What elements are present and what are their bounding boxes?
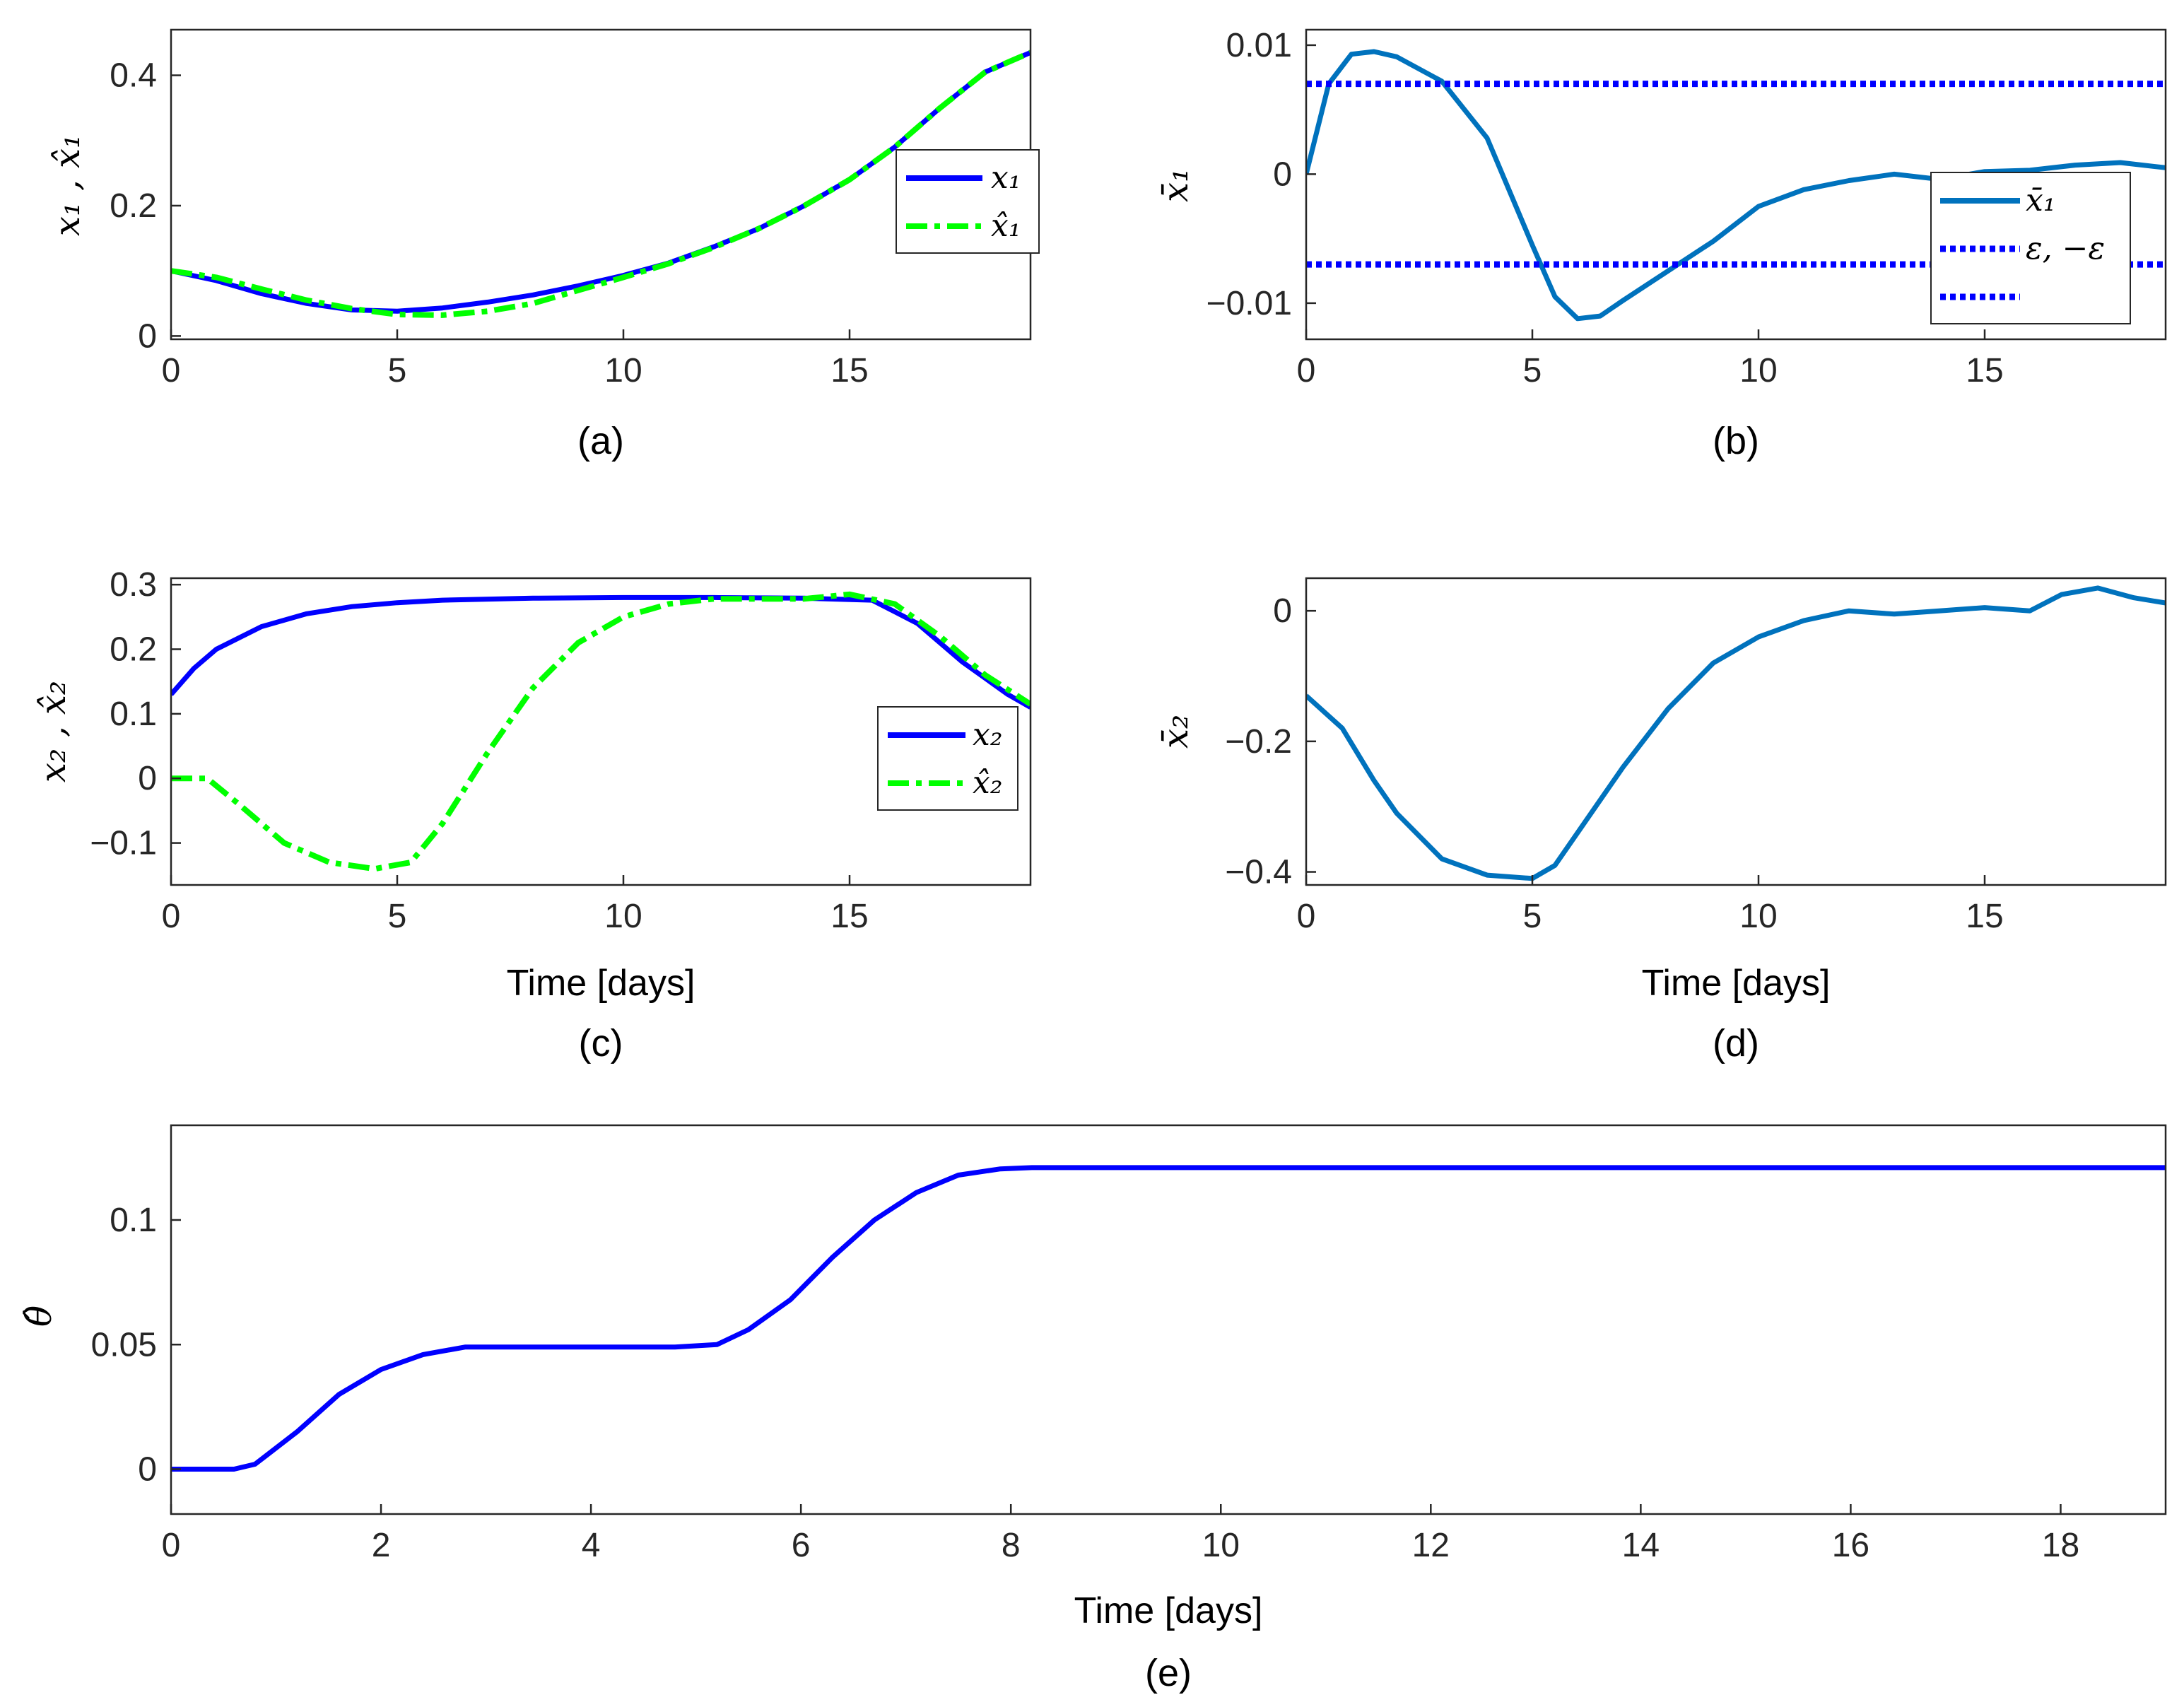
panel-b-xtick-label: 5 <box>1523 352 1542 389</box>
panel-b-xtick-label: 15 <box>1966 352 2003 389</box>
panel-c-ytick-label: 0 <box>138 760 157 797</box>
panel-b-ytick-label: 0 <box>1273 156 1292 193</box>
panel-c-xtick-label: 10 <box>604 898 642 935</box>
panel-c-ytick-label: −0.1 <box>90 825 157 862</box>
panel-d-ytick-label: −0.4 <box>1225 854 1292 891</box>
panel-b-ylabel: x̄₁ <box>1155 168 1196 202</box>
panel-a-ylabel: x₁ , x̂₁ <box>47 134 88 236</box>
panel-e-xtick-label: 10 <box>1202 1527 1240 1564</box>
panel-a-ticks: 0 5 10 15 0 0.2 0.4 <box>110 57 868 389</box>
panel-a-ytick-label: 0.4 <box>110 57 157 95</box>
panel-c-series-1-line <box>171 591 1031 872</box>
panel-e-xtick-label: 12 <box>1412 1527 1450 1564</box>
panel-d-ytick-label: −0.2 <box>1225 723 1292 761</box>
panel-e-ytick-label: 0.05 <box>91 1326 157 1363</box>
panel-e-plot-area <box>171 1165 2166 1472</box>
panel-a-legend-label-x1: x₁ <box>991 160 1021 196</box>
panel-c-legend: x₂ x̂₂ <box>877 706 1018 811</box>
panel-e-xtick-label: 14 <box>1622 1527 1660 1564</box>
panel-b-ticks: 0 5 10 150.010−0.01 <box>1207 27 2004 389</box>
panel-d-plot-area <box>1306 585 2166 881</box>
panel-a-series-1-line <box>171 49 1031 318</box>
panel-c-ytick-label: 0.2 <box>110 631 157 669</box>
panel-a-ytick-label: 0 <box>138 317 157 355</box>
panel-b-legend: x̄₁ ε, −ε <box>1930 172 2131 324</box>
panel-d: 0 5 10 15 0 −0.2 −0.4 x̄₂ Time [days] (d) <box>1155 577 2167 1064</box>
panel-e-series-0-line <box>171 1165 2166 1472</box>
panel-d-xtick-label: 5 <box>1523 898 1542 935</box>
panel-e-ylabel: θ̂ <box>18 1306 59 1327</box>
panel-d-xtick-label: 0 <box>1297 898 1316 935</box>
panel-c-legend-label-x2hat: x̂₂ <box>973 765 1002 801</box>
panel-b-axes-box <box>1305 28 2167 341</box>
panel-e-xlabel: Time [days] <box>1074 1590 1263 1631</box>
panel-c-axes-box <box>170 577 1032 886</box>
panel-a-caption: (a) <box>577 420 624 462</box>
panel-d-ylabel: x̄₂ <box>1155 715 1196 749</box>
panel-d-ticks: 0 5 10 15 0 −0.2 −0.4 <box>1225 592 2003 935</box>
panel-d-xtick-label: 10 <box>1739 898 1777 935</box>
panel-a-legend-label-x1hat: x̂₁ <box>991 208 1021 244</box>
panel-d-ytick-label: 0 <box>1273 592 1292 630</box>
panel-b-xtick-label: 0 <box>1297 352 1316 389</box>
panel-e-xtick-label: 6 <box>792 1527 811 1564</box>
panel-e-xtick-label: 8 <box>1002 1527 1021 1564</box>
panel-a-xtick-label: 15 <box>830 352 868 389</box>
panel-e-xtick-label: 0 <box>162 1527 181 1564</box>
panel-c-ticks: 0 5 10 150.30.20.10−0.1 <box>90 566 868 935</box>
panel-b-caption: (b) <box>1713 420 1759 462</box>
panel-e-xtick-label: 2 <box>372 1527 391 1564</box>
panel-b-ytick-label: −0.01 <box>1207 285 1292 322</box>
panel-a-legend-box <box>896 149 1040 254</box>
panel-c-ytick-label: 0.1 <box>110 696 157 733</box>
panel-d-caption: (d) <box>1713 1022 1759 1064</box>
panel-e: 0 2 4 6 8 10 12 14 16 18 0 0.05 0.1 θ̂ Time [days] (… <box>18 1124 2167 1694</box>
panel-e-ytick-label: 0.1 <box>110 1202 157 1239</box>
panel-b-ytick-label: 0.01 <box>1226 27 1292 64</box>
panel-d-xlabel: Time [days] <box>1642 963 1831 1004</box>
panel-c-series-0-line <box>171 594 1031 710</box>
panel-a-xtick-label: 0 <box>162 352 181 389</box>
panel-c-xtick-label: 5 <box>388 898 407 935</box>
panel-d-series-0-line <box>1306 585 2166 881</box>
panel-e-axes-box <box>170 1124 2167 1515</box>
panel-c: 0 5 10 150.30.20.10−0.1 x₂ , x̂₂ Time [days… <box>33 566 1032 1064</box>
panel-d-axes-box <box>1305 577 2167 886</box>
panel-a-ytick-label: 0.2 <box>110 187 157 225</box>
panel-b: 0 5 10 150.010−0.01 x̄₁ (b) x̄₁ ε, −ε <box>1155 27 2167 462</box>
panel-c-xtick-label: 0 <box>162 898 181 935</box>
panel-e-ytick-label: 0 <box>138 1451 157 1489</box>
panel-b-legend-label-eps: ε, −ε <box>2026 230 2105 266</box>
panel-e-xtick-label: 16 <box>1832 1527 1869 1564</box>
panel-a-legend: x₁ x̂₁ <box>896 149 1040 254</box>
panel-c-legend-box <box>877 706 1018 811</box>
panel-b-legend-label-xbar1: x̄₁ <box>2026 182 2055 218</box>
panel-c-ytick-label: 0.3 <box>110 566 157 604</box>
panel-a: 0 5 10 15 0 0.2 0.4 x₁ , x̂₁ (a) x₁ x̂₁ <box>47 28 1040 462</box>
panel-c-ylabel: x₂ , x̂₂ <box>33 681 74 782</box>
panel-c-xtick-label: 15 <box>830 898 868 935</box>
panel-e-caption: (e) <box>1145 1652 1192 1694</box>
panel-a-xtick-label: 10 <box>604 352 642 389</box>
panel-c-caption: (c) <box>579 1022 623 1064</box>
panel-a-xtick-label: 5 <box>388 352 407 389</box>
panel-c-plot-area <box>171 591 1031 872</box>
panel-c-legend-label-x2: x₂ <box>973 717 1002 753</box>
panel-e-xtick-label: 18 <box>2042 1527 2079 1564</box>
panel-b-series-0-line <box>1306 49 2166 322</box>
panel-e-xtick-label: 4 <box>582 1527 601 1564</box>
panel-c-xlabel: Time [days] <box>507 963 695 1004</box>
panel-e-ticks: 0 2 4 6 8 10 12 14 16 18 0 0.05 0.1 <box>91 1202 2080 1564</box>
panel-b-xtick-label: 10 <box>1739 352 1777 389</box>
panel-d-xtick-label: 15 <box>1966 898 2003 935</box>
panel-a-plot-area <box>171 49 1031 318</box>
